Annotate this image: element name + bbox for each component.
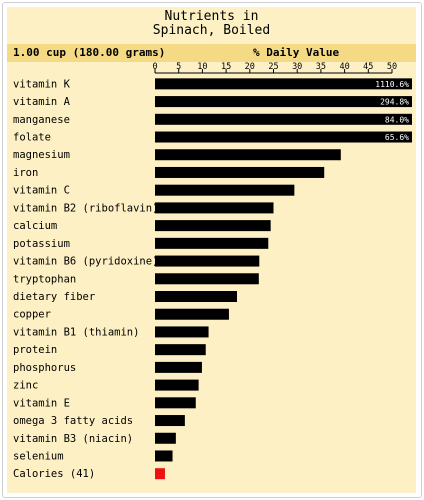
category-label: vitamin B1 (thiamin) — [13, 326, 139, 338]
nutrient-bar — [155, 166, 325, 178]
category-label: Calories (41) — [13, 468, 95, 480]
nutrient-bar-chart: 0 5 10 15 20 25 30 35 40 45 50 vitamin K 1110.6% vita… — [13, 62, 412, 480]
category-label: selenium — [13, 450, 64, 462]
x-tick-label: 5 — [176, 62, 181, 72]
nutrient-bar — [155, 432, 176, 444]
category-label: folate — [13, 132, 51, 144]
x-tick-label: 40 — [339, 62, 349, 72]
nutrient-bar — [155, 361, 202, 373]
x-tick-label: 25 — [268, 62, 278, 72]
nutrient-bar — [155, 131, 412, 143]
x-tick-label: 10 — [197, 62, 207, 72]
bar-value-label: 84.0% — [385, 115, 409, 124]
nutrient-bar — [155, 291, 238, 302]
nutrient-bar — [155, 113, 412, 125]
nutrient-bar — [155, 237, 269, 249]
nutrient-bar — [155, 149, 341, 161]
bar-value-label: 1110.6% — [375, 80, 409, 89]
nutrient-bar — [155, 220, 271, 232]
category-label: vitamin E — [13, 397, 70, 409]
daily-value-label: % Daily Value — [253, 46, 340, 59]
nutrient-bar — [155, 415, 185, 427]
nutrient-bar — [155, 273, 259, 285]
nutrient-bar — [155, 96, 412, 108]
chart-title-line1: Nutrients in — [164, 9, 259, 24]
x-tick-label: 45 — [363, 62, 373, 72]
x-tick-label: 20 — [245, 62, 255, 72]
category-label: magnesium — [13, 149, 70, 161]
nutrient-bar — [155, 326, 209, 338]
x-tick-label: 15 — [221, 62, 231, 72]
calories-bar — [155, 468, 165, 480]
category-label: manganese — [13, 114, 70, 126]
nutrient-bar — [155, 184, 295, 196]
nutrient-bar — [155, 202, 274, 214]
chart-title-line2: Spinach, Boiled — [152, 23, 271, 38]
category-label: vitamin B3 (niacin) — [13, 433, 133, 445]
category-label: protein — [13, 344, 57, 356]
nutrient-bar — [155, 308, 229, 320]
category-label: copper — [13, 309, 51, 321]
serving-size-label: 1.00 cup (180.00 grams) — [13, 46, 166, 59]
x-tick-label: 50 — [387, 62, 397, 72]
category-label: tryptophan — [13, 273, 76, 285]
nutrient-bar — [155, 255, 260, 267]
category-label: phosphorus — [13, 362, 76, 374]
nutrient-bar — [155, 379, 199, 391]
category-label: vitamin B6 (pyridoxine) — [13, 256, 158, 268]
chart-title: Nutrients in Spinach, Boiled — [7, 10, 416, 38]
category-label: vitamin C — [13, 185, 70, 197]
bar-value-label: 294.8% — [380, 98, 409, 107]
category-label: vitamin A — [13, 96, 71, 108]
bar-value-label: 65.6% — [385, 133, 409, 142]
nutrient-bar — [155, 344, 206, 356]
category-label: zinc — [13, 380, 38, 392]
nutrient-bar — [155, 78, 412, 90]
column-header-bar: 1.00 cup (180.00 grams) % Daily Value — [7, 44, 416, 62]
category-label: vitamin B2 (riboflavin) — [13, 202, 158, 214]
category-label: vitamin K — [13, 78, 71, 90]
category-label: calcium — [13, 220, 57, 232]
chart-panel: Nutrients in Spinach, Boiled 1.00 cup (1… — [7, 7, 416, 493]
nutrient-bar — [155, 450, 173, 462]
x-tick-label: 35 — [316, 62, 326, 72]
category-label: iron — [13, 167, 38, 179]
category-label: potassium — [13, 238, 70, 250]
x-tick-label: 0 — [152, 62, 157, 72]
nutrient-bar — [155, 397, 196, 409]
category-label: dietary fiber — [13, 291, 95, 303]
category-label: omega 3 fatty acids — [13, 415, 133, 427]
x-tick-label: 30 — [292, 62, 302, 72]
